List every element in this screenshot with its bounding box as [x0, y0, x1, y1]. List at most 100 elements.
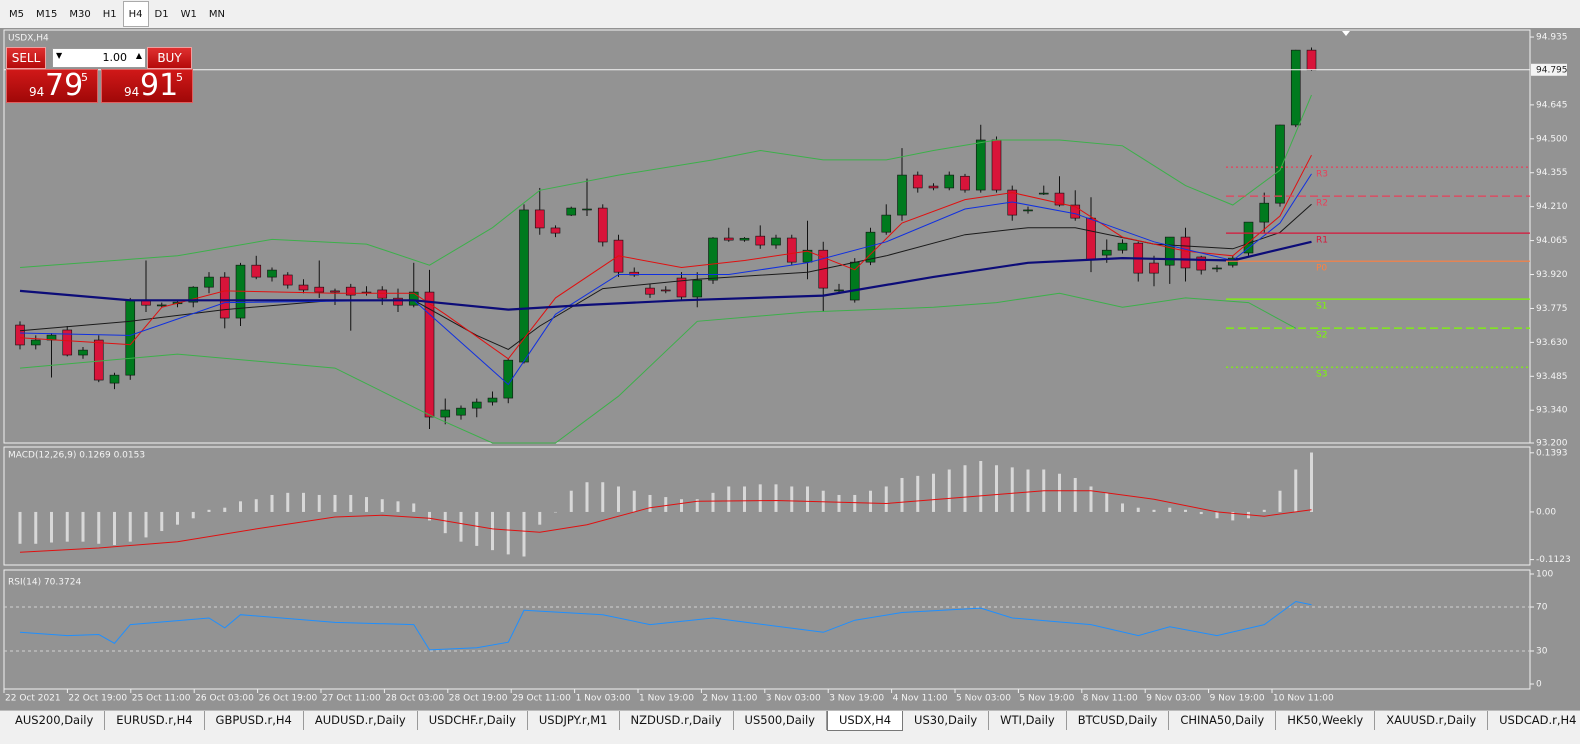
timeframe-button[interactable]: H4: [122, 1, 149, 27]
candle-body: [408, 291, 419, 306]
bid-small: 5: [81, 71, 88, 84]
macd-bar: [585, 482, 589, 512]
macd-bar: [1278, 490, 1282, 512]
candle-body: [1038, 192, 1049, 195]
candle-body: [692, 279, 703, 298]
bid-price[interactable]: 94 79 5: [6, 68, 98, 103]
pivot-label: P0: [1316, 264, 1327, 274]
macd-bar: [34, 511, 38, 544]
lots-down[interactable]: ▼: [56, 51, 63, 60]
timeframe-button[interactable]: H1: [102, 9, 117, 20]
macd-bar: [569, 490, 573, 512]
y-tick-label: 94.065: [1536, 236, 1568, 246]
macd-bar: [837, 494, 841, 512]
candle-body: [786, 237, 797, 263]
candle-body: [975, 139, 986, 191]
y-tick-label: 93.920: [1536, 270, 1568, 280]
timeframe-button[interactable]: M5: [9, 9, 24, 20]
y-tick-label: 0: [1536, 680, 1542, 690]
macd-bar: [191, 511, 195, 519]
timeframe-button[interactable]: D1: [154, 9, 169, 20]
chart-tab[interactable]: XAUUSD.r,Daily: [1375, 711, 1489, 730]
candle-body: [125, 299, 136, 376]
x-tick-label: 9 Nov 19:00: [1210, 694, 1265, 704]
y-tick-label: -0.1123: [1536, 555, 1571, 565]
chart-tab[interactable]: USDCAD.r,H4: [1488, 711, 1580, 730]
macd-bar: [1010, 467, 1014, 512]
candle-body: [1117, 242, 1128, 251]
chart-tab[interactable]: CHINA50,Daily: [1169, 711, 1277, 730]
macd-bar: [884, 486, 888, 512]
macd-bar: [223, 507, 227, 512]
macd-bar: [1310, 452, 1313, 512]
macd-bar: [1294, 469, 1298, 512]
x-tick-label: 26 Oct 19:00: [259, 694, 318, 704]
chart-tab[interactable]: EURUSD.r,H4: [105, 711, 205, 730]
chart-tab[interactable]: US500,Daily: [734, 711, 827, 730]
chart-tab[interactable]: WTI,Daily: [989, 711, 1067, 730]
sell-button[interactable]: SELL: [6, 47, 46, 69]
candle-body: [1164, 236, 1175, 266]
chart-tab[interactable]: BTCUSD,Daily: [1067, 711, 1170, 730]
candle-body: [897, 174, 907, 216]
lots-input[interactable]: ▼ 1.00 ▲: [52, 48, 146, 68]
chart-tab[interactable]: HK50,Weekly: [1276, 711, 1376, 730]
macd-bar: [1215, 511, 1219, 519]
candle-body: [708, 237, 718, 281]
chart-tab[interactable]: USDJPY.r,M1: [528, 711, 620, 730]
chart-tab[interactable]: GBPUSD.r,H4: [205, 711, 304, 730]
candle-body: [597, 207, 608, 243]
candle-body: [440, 409, 451, 418]
chart-tab[interactable]: NZDUSD.r,Daily: [620, 711, 734, 730]
indicator-line: [19, 154, 1312, 360]
candle-body: [582, 208, 592, 211]
chart-tab[interactable]: USDX,H4: [826, 711, 904, 731]
chart-tab[interactable]: AUDUSD.r,Daily: [304, 711, 418, 730]
candle-body: [912, 174, 923, 189]
shift-marker: [1342, 31, 1350, 36]
candle-body: [1290, 49, 1301, 126]
candle-body: [503, 359, 514, 399]
lots-up[interactable]: ▲: [135, 51, 142, 60]
macd-bar: [160, 511, 164, 532]
timeframe-button[interactable]: M30: [69, 9, 91, 20]
macd-bar: [349, 494, 353, 512]
macd-bar: [932, 473, 935, 512]
candle-body: [1243, 221, 1254, 254]
candle-body: [377, 289, 388, 299]
macd-bar: [18, 511, 22, 544]
pivot-label: R3: [1316, 170, 1328, 180]
macd-bar: [664, 497, 668, 512]
y-tick-label: 94.210: [1536, 202, 1568, 212]
timeframe-button[interactable]: MN: [208, 9, 225, 20]
macd-bar: [1152, 509, 1156, 512]
candle-body: [802, 249, 813, 263]
x-tick-label: 3 Nov 19:00: [829, 694, 884, 704]
pivot-label: R1: [1316, 236, 1328, 246]
chart-tab[interactable]: AUS200,Daily: [4, 711, 106, 730]
timeframe-button[interactable]: M15: [36, 9, 58, 20]
candle-body: [928, 185, 939, 189]
timeframe-button[interactable]: W1: [180, 9, 197, 20]
macd-bar: [522, 511, 526, 557]
macd-bar: [128, 511, 132, 542]
macd-bar: [979, 461, 983, 512]
macd-bar: [554, 511, 557, 513]
chart-tab[interactable]: US30,Daily: [903, 711, 990, 730]
ask-price[interactable]: 94 91 5: [101, 68, 193, 103]
buy-button[interactable]: BUY: [147, 47, 192, 69]
y-tick-label: 30: [1536, 647, 1548, 657]
candle-body: [30, 339, 41, 346]
pivot-label: S1: [1316, 302, 1327, 312]
macd-bar: [680, 499, 683, 512]
y-tick-label: 94.355: [1536, 168, 1568, 178]
macd-bar: [396, 501, 400, 512]
macd-bar: [1089, 486, 1093, 512]
macd-bar: [538, 511, 542, 525]
macd-bar: [900, 477, 904, 512]
macd-bar: [727, 486, 731, 512]
chart-tab[interactable]: USDCHF.r,Daily: [418, 711, 528, 730]
y-tick-label: 93.775: [1536, 304, 1568, 314]
candle-body: [1086, 217, 1096, 261]
